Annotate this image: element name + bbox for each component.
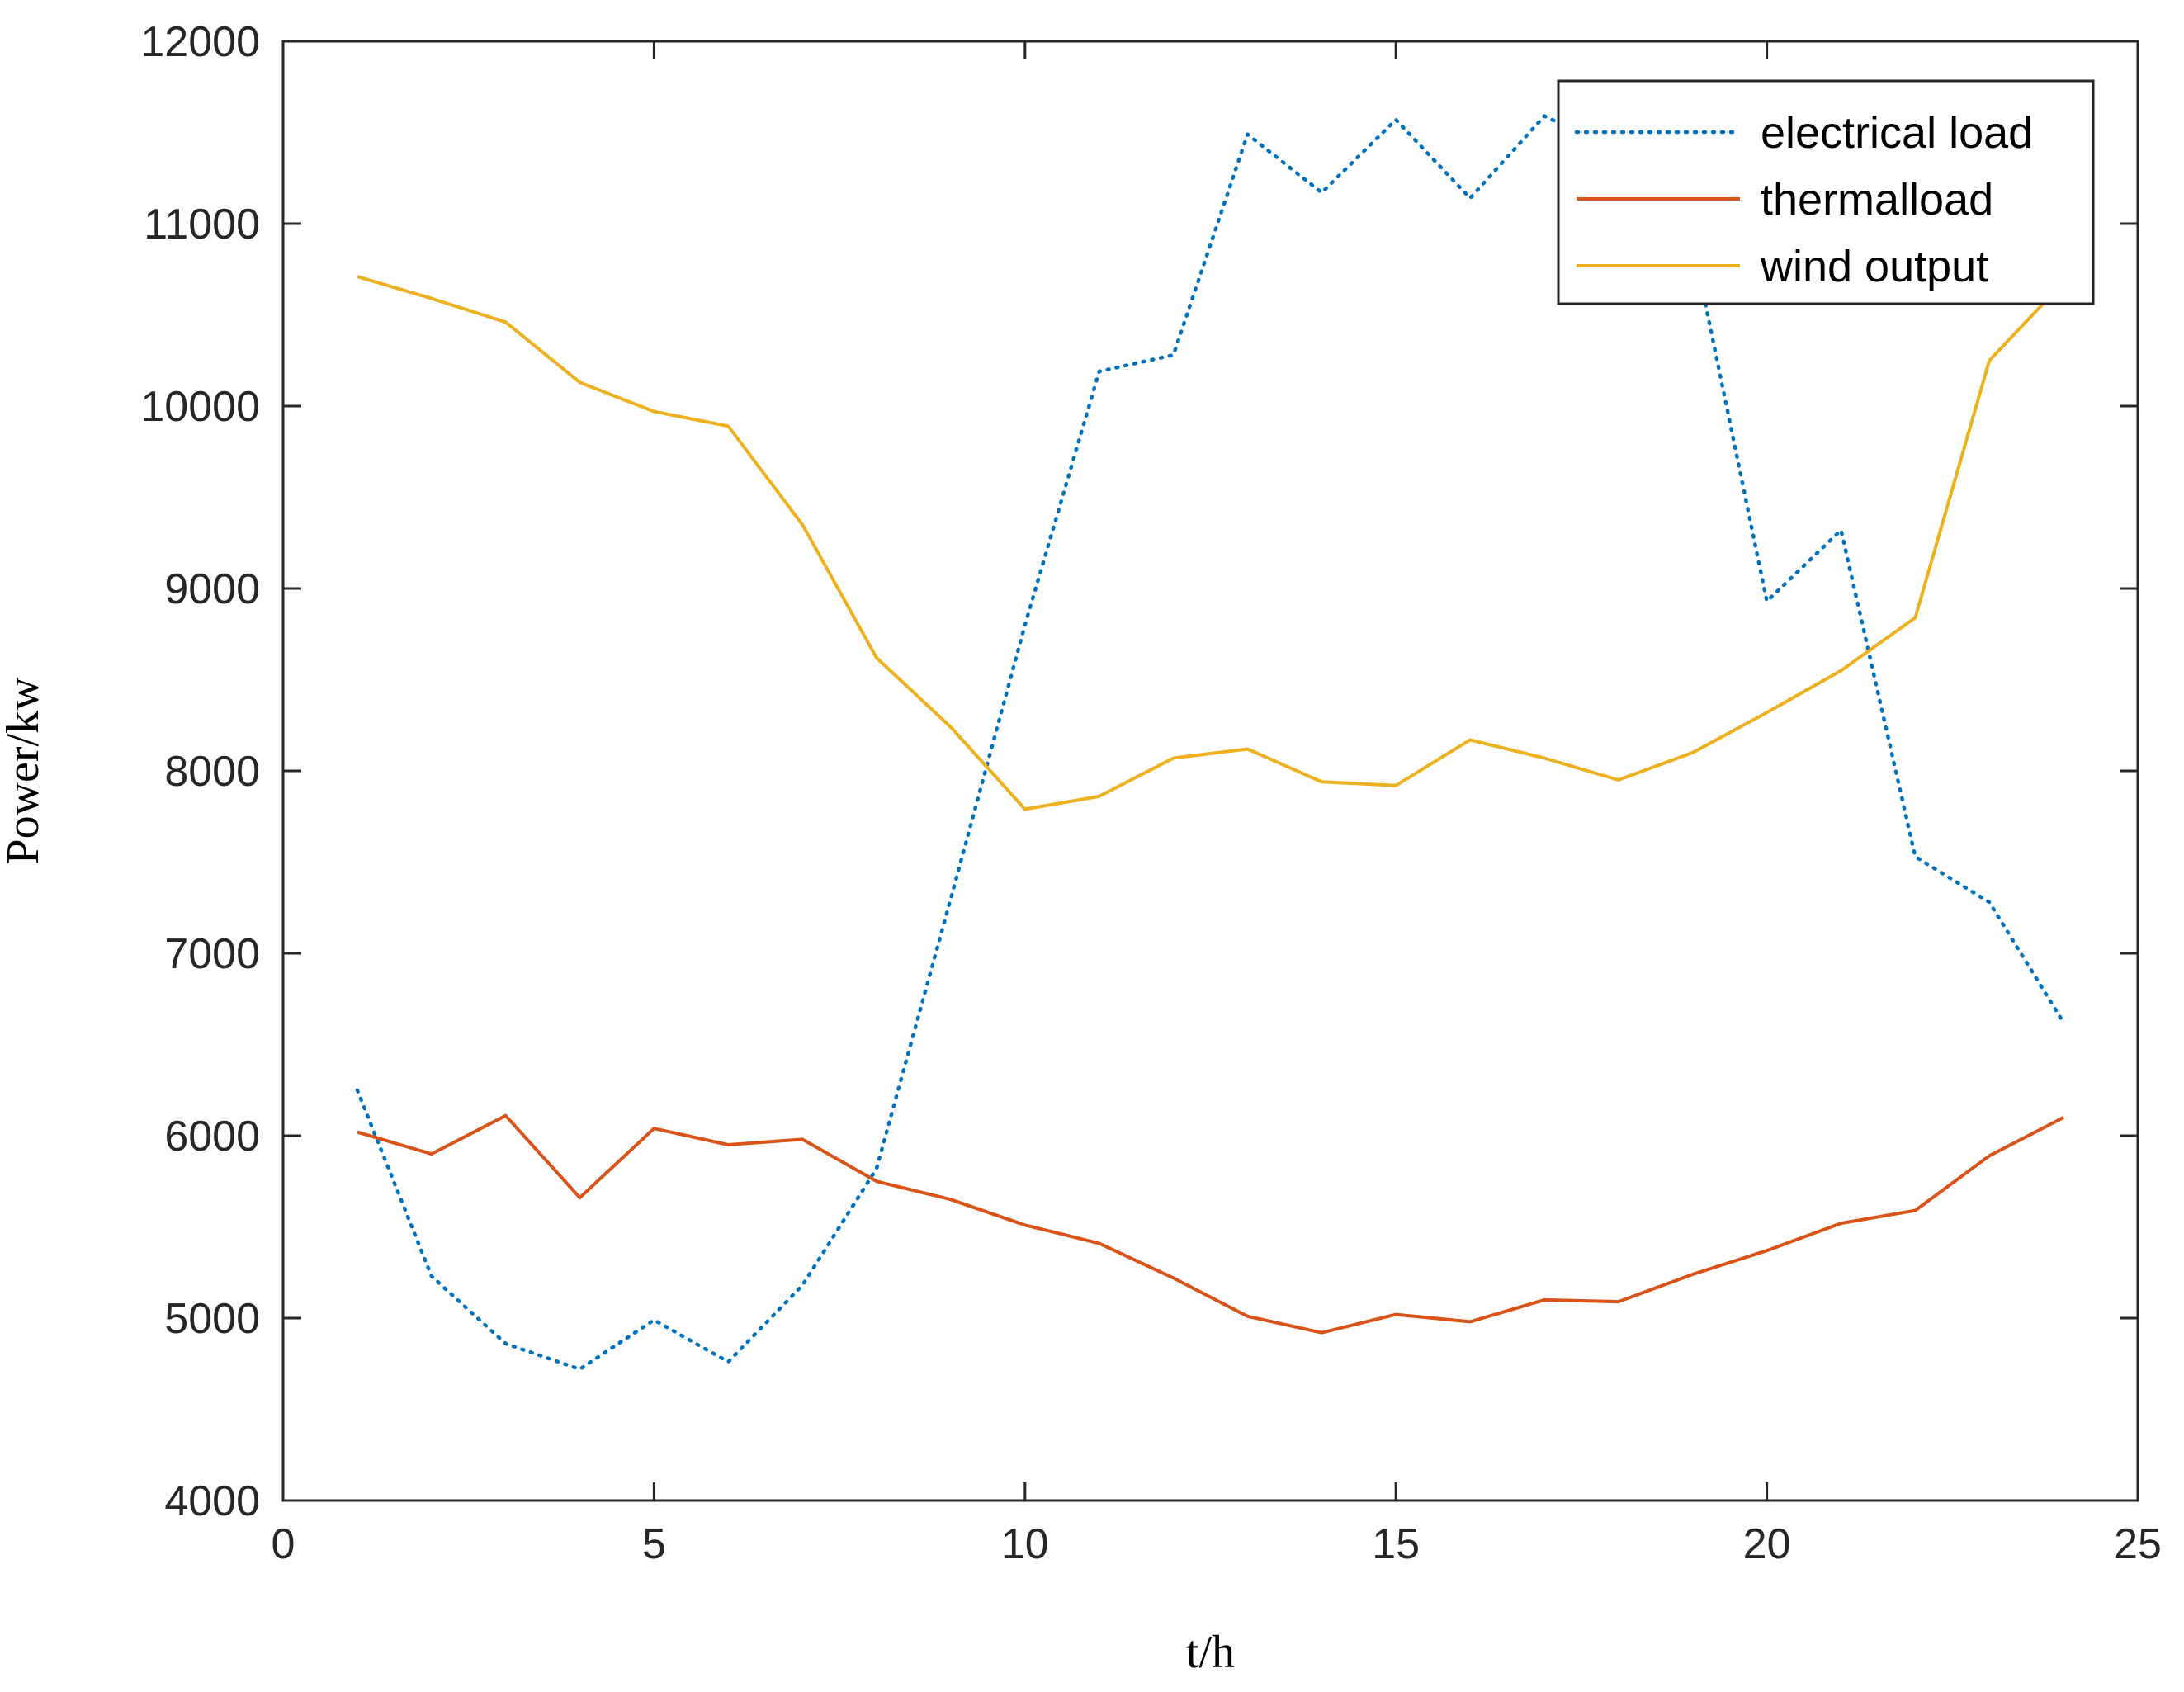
legend: electrical load thermalload wind output [1557,79,2095,305]
data-point [2063,1117,2064,1118]
legend-label: electrical load [1761,108,2033,158]
data-point [431,1276,432,1277]
series-line-1 [357,1113,2065,1335]
data-point [579,382,580,383]
x-tick-label: 5 [642,1520,666,1568]
data-point [1396,1314,1397,1315]
y-tick-label: 7000 [164,930,260,978]
data-point [1396,785,1397,786]
y-tick-label: 9000 [164,565,260,613]
data-point [1989,902,1990,903]
labels-layer: 0 5 10 15 20 25 4000 5000 6000 7000 8000 9000 10000 1… [140,18,2162,1568]
data-point [1692,752,1693,753]
data-point [728,426,729,427]
series-line-0 [355,114,2066,1372]
data-point [431,298,432,299]
x-tick-label: 25 [2114,1520,2162,1568]
data-point [1989,360,1990,361]
data-point [1543,1299,1544,1300]
data-point [1024,625,1025,626]
data-point [950,898,951,899]
data-point [1321,192,1322,193]
y-tick-label: 10000 [140,383,260,431]
plot-frame [281,40,2139,1502]
data-point [728,1362,729,1363]
series-line-2 [357,275,2065,811]
data-point [1618,780,1619,781]
y-tick-label: 8000 [164,748,260,796]
data-point [802,1285,803,1286]
data-point [654,1320,655,1321]
x-tick-label: 0 [272,1520,295,1568]
x-tick-label: 20 [1743,1520,1791,1568]
data-point [1915,1210,1916,1211]
y-tick-label: 5000 [164,1295,260,1343]
data-point [2063,1022,2064,1023]
data-point [1543,758,1544,759]
y-tick-label: 11000 [144,201,260,248]
data-point [505,1343,506,1344]
data-point [802,524,803,525]
y-axis-title: Power/kw [0,677,49,865]
data-point [802,1139,803,1140]
data-point [1024,1225,1025,1226]
series-layer [355,114,2066,1372]
legend-label: thermalload [1761,175,1993,224]
data-point [1915,617,1916,618]
x-tick-label: 15 [1372,1520,1420,1568]
data-point [505,322,506,323]
data-point [1024,809,1025,810]
data-point [1470,1321,1471,1322]
y-tick-label: 6000 [164,1113,260,1160]
data-point [1321,1332,1322,1333]
data-point [1173,355,1174,356]
data-point [1396,120,1397,121]
data-point [1766,601,1767,602]
x-tick-label: 10 [1001,1520,1049,1568]
data-point [728,1145,729,1146]
data-point [579,1368,580,1369]
data-point [1915,856,1916,857]
x-axis-title: t/h [1186,1627,1235,1678]
y-tick-label: 12000 [140,18,260,66]
data-point [1470,198,1471,199]
data-point [1247,134,1248,135]
data-point [950,726,951,727]
data-point [1173,758,1174,759]
legend-label: wind output [1760,242,1988,291]
data-point [654,411,655,412]
y-tick-label: 4000 [164,1477,260,1525]
data-point [1766,1250,1767,1251]
data-point [654,1128,655,1129]
data-point [431,1154,432,1155]
data-point [950,1199,951,1200]
data-point [1766,712,1767,713]
data-point [505,1115,506,1116]
